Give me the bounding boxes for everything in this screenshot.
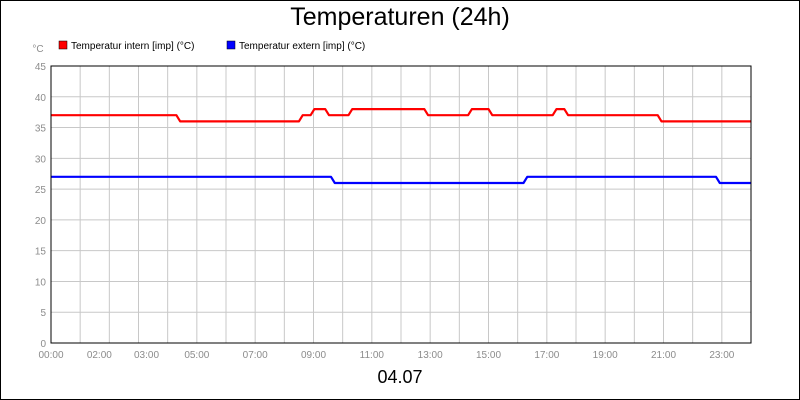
x-tick-label: 07:00 <box>243 350 268 361</box>
x-tick-label: 03:00 <box>134 350 159 361</box>
legend-swatch-2 <box>226 40 236 50</box>
y-tick-label: 35 <box>35 124 47 135</box>
y-axis-unit: °C <box>32 44 43 55</box>
series-line-1 <box>51 107 751 123</box>
y-tick-label: 25 <box>35 185 47 196</box>
x-tick-label: 15:00 <box>476 350 501 361</box>
y-tick-label: 20 <box>35 216 47 227</box>
y-tick-label: 0 <box>40 339 46 350</box>
x-tick-label: 05:00 <box>184 350 209 361</box>
y-tick-label: 15 <box>35 247 47 258</box>
chart-title: Temperaturen (24h) <box>290 3 510 31</box>
legend-swatch-1 <box>58 40 68 50</box>
x-tick-label: 00:00 <box>38 350 63 361</box>
x-tick-label: 17:00 <box>534 350 559 361</box>
x-tick-label: 21:00 <box>651 350 676 361</box>
y-tick-label: 45 <box>35 62 47 73</box>
legend-label-1: Temperatur intern [imp] (°C) <box>71 41 194 52</box>
y-tick-label: 40 <box>35 93 47 104</box>
y-tick-label: 5 <box>40 308 46 319</box>
x-tick-label: 09:00 <box>301 350 326 361</box>
y-tick-label: 10 <box>35 277 47 288</box>
x-tick-label: 11:00 <box>360 350 385 361</box>
x-tick-label: 02:00 <box>87 350 112 361</box>
x-tick-label: 13:00 <box>418 350 443 361</box>
plot-border <box>50 65 752 344</box>
y-tick-label: 30 <box>35 154 47 165</box>
x-tick-label: 19:00 <box>593 350 618 361</box>
x-tick-label: 23:00 <box>709 350 734 361</box>
series-line-2 <box>51 175 751 185</box>
legend-label-2: Temperatur extern [imp] (°C) <box>239 41 365 52</box>
x-axis-label: 04.07 <box>377 367 423 387</box>
